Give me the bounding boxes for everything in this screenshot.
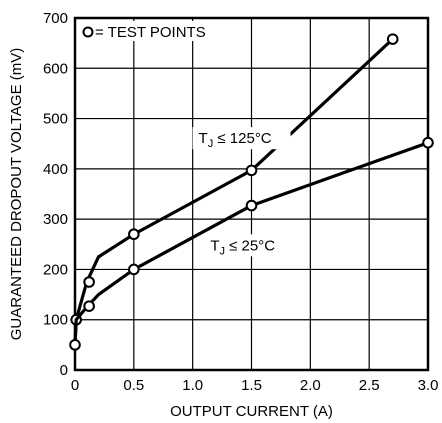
test-point xyxy=(128,263,140,276)
grid xyxy=(75,18,428,370)
y-tick-label: 0 xyxy=(60,362,68,379)
y-tick-label: 400 xyxy=(43,161,68,178)
test-point xyxy=(83,276,95,288)
annotation-main: T xyxy=(199,130,208,147)
x-tick-label: 2.5 xyxy=(359,377,380,394)
y-tick-label: 500 xyxy=(43,111,68,128)
series-line xyxy=(73,37,394,345)
legend-label: = TEST POINTS xyxy=(95,24,206,41)
annotation-subscript: J xyxy=(208,138,214,150)
y-axis-label: GUARANTEED DROPOUT VOLTAGE (mV) xyxy=(8,48,25,341)
test-point xyxy=(245,199,258,212)
series-annotation: TJ ≤ 125°C xyxy=(199,130,272,150)
annotation-subscript: J xyxy=(219,245,225,257)
annotation-background xyxy=(204,234,303,257)
annotation-background xyxy=(192,127,291,150)
test-point xyxy=(69,339,81,351)
annotation-rest: ≤ 125°C xyxy=(213,130,272,147)
y-tick-label: 300 xyxy=(43,211,68,228)
x-tick-label: 2.0 xyxy=(300,377,321,394)
test-point xyxy=(83,300,95,312)
series-group: TJ ≤ 125°CTJ ≤ 25°C xyxy=(69,33,434,351)
x-axis-label: OUTPUT CURRENT (A) xyxy=(170,403,333,420)
test-point xyxy=(386,33,399,45)
x-tick-label: 0.5 xyxy=(123,377,144,394)
test-point xyxy=(128,228,140,241)
annotation-rest: ≤ 25°C xyxy=(225,237,275,254)
y-tick-label: 700 xyxy=(43,10,68,27)
test-point xyxy=(422,136,434,149)
y-tick-labels: 0 100 200 300 400 500 600 700 xyxy=(43,10,68,379)
series-annotation: TJ ≤ 25°C xyxy=(210,237,275,257)
y-tick-label: 100 xyxy=(43,312,68,329)
y-tick-label: 200 xyxy=(43,261,68,278)
x-tick-label: 3.0 xyxy=(418,377,439,394)
test-point xyxy=(245,164,258,177)
legend-box xyxy=(79,21,217,41)
x-tick-labels: 0 0.5 1.0 1.5 2.0 2.5 3.0 xyxy=(71,377,439,394)
legend-marker-circle xyxy=(82,26,94,38)
plot-frame xyxy=(73,16,430,372)
legend: = TEST POINTS xyxy=(79,21,217,41)
annotation-main: T xyxy=(210,237,219,254)
x-tick-label: 1.5 xyxy=(241,377,262,394)
x-tick-label: 1.0 xyxy=(182,377,203,394)
x-tick-label: 0 xyxy=(71,377,79,394)
y-tick-label: 600 xyxy=(43,60,68,77)
